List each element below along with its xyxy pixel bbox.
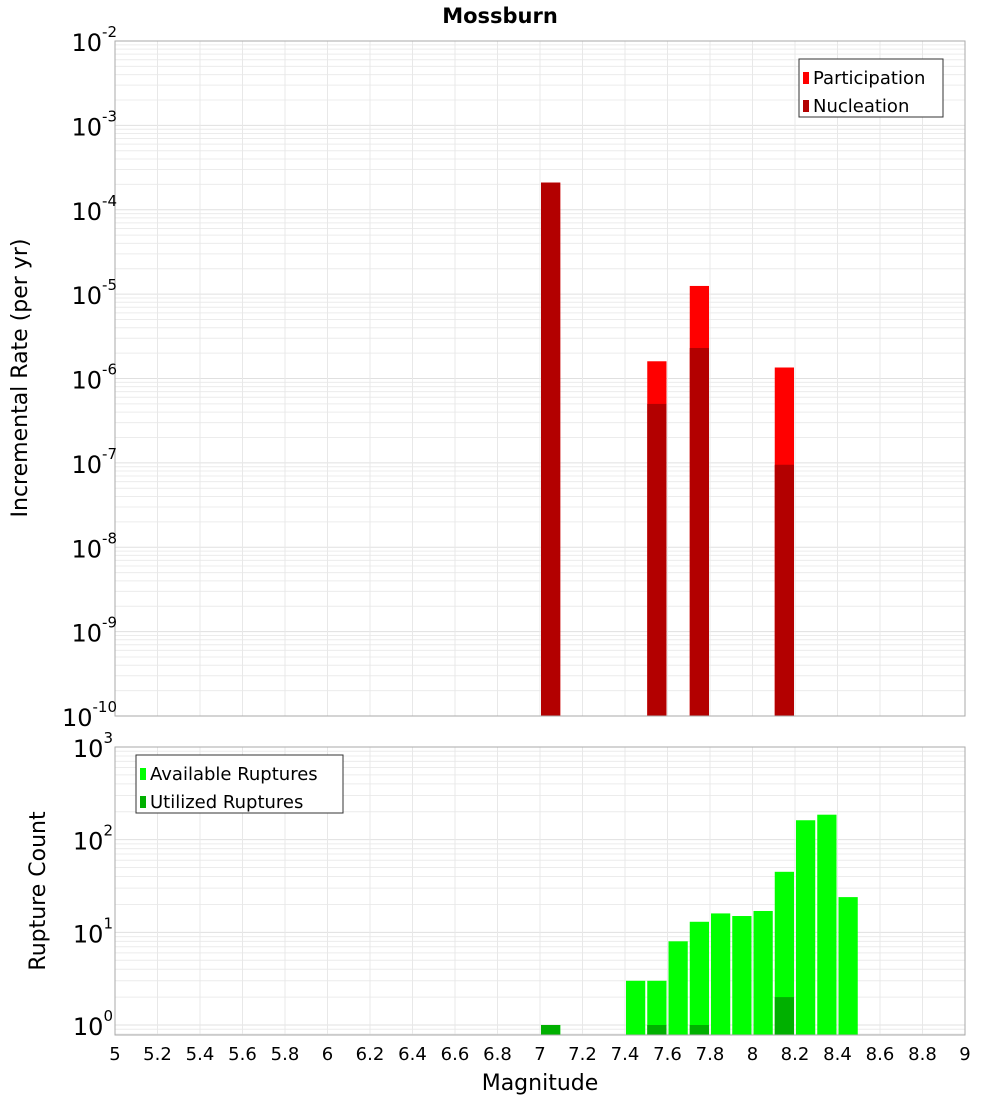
x-tick-label: 6.6 [441,1044,470,1065]
x-tick-label: 5.2 [143,1044,172,1065]
x-tick-label: 7.8 [696,1044,725,1065]
legend-box [135,754,344,814]
x-tick-label: 6.8 [483,1044,512,1065]
x-tick-label: 8.8 [908,1044,937,1065]
top-y-axis-label: Incremental Rate (per yr) [8,239,33,518]
y-tick-label: 10-6 [71,361,117,395]
bar-available-ruptures [817,814,837,1035]
x-axis-label: Magnitude [482,1071,599,1096]
chart-title: Mossburn [442,4,558,28]
y-tick-label: 102 [73,822,113,856]
legend-swatch [803,100,809,112]
y-tick-label: 10-5 [71,276,117,310]
legend-swatch [140,796,146,808]
bottom-y-axis-label: Rupture Count [26,811,51,971]
legend-label: Nucleation [813,96,909,117]
y-tick-label: 10-8 [71,529,117,563]
y-tick-label: 10-9 [71,614,117,648]
bar-available-ruptures [838,897,858,1035]
x-tick-label: 6.2 [356,1044,385,1065]
bar-available-ruptures [774,871,794,1035]
bar-utilized-ruptures [689,1025,709,1035]
bar-available-ruptures [711,913,731,1035]
y-tick-label: 100 [73,1007,113,1041]
x-tick-label: 6.4 [398,1044,427,1065]
bar-utilized-ruptures [541,1025,561,1035]
bar-available-ruptures [689,921,709,1035]
x-tick-label: 5.6 [228,1044,257,1065]
y-tick-label: 10-3 [71,107,117,141]
legend-label: Utilized Ruptures [150,792,303,813]
legend-label: Participation [813,68,925,89]
bar-nucleation [689,347,709,716]
x-tick-label: 7.6 [653,1044,682,1065]
x-tick-label: 8.6 [866,1044,895,1065]
bar-available-ruptures [796,820,816,1035]
x-tick-label: 8.4 [823,1044,852,1065]
bar-nucleation [647,403,667,716]
x-tick-label: 8 [747,1044,758,1065]
legend-label: Available Ruptures [150,764,318,785]
legend-box [798,58,944,118]
bar-utilized-ruptures [774,997,794,1035]
y-tick-label: 103 [73,729,113,763]
legend-swatch [803,72,809,84]
bar-utilized-ruptures [647,1025,667,1035]
x-tick-label: 5 [109,1044,120,1065]
x-tick-label: 5.8 [271,1044,300,1065]
legend: Available Ruptures Utilized Ruptures [135,754,344,814]
y-tick-label: 10-7 [71,445,117,479]
y-tick-label: 10-10 [62,698,117,732]
bar-available-ruptures [753,910,773,1035]
bar-available-ruptures [732,916,752,1035]
x-tick-label: 6 [322,1044,333,1065]
rupture-count-plot: 103 102 101 100 Available Ruptures Utilized R… [73,729,971,1065]
x-tick-label: 9 [959,1044,970,1065]
y-tick-label: 10-4 [71,192,117,226]
x-tick-label: 7 [534,1044,545,1065]
legend: Participation Nucleation [798,58,944,118]
x-tick-label: 8.2 [781,1044,810,1065]
bar-available-ruptures [647,980,667,1035]
bar-available-ruptures [626,980,646,1035]
plot-border [114,746,966,1036]
y-tick-label: 10-2 [71,23,117,57]
legend-swatch [140,768,146,780]
bar-nucleation [774,464,794,716]
x-tick-label: 7.2 [568,1044,597,1065]
bar-nucleation [541,182,561,716]
rate-plot: 10-2 10-3 10-4 10-5 10-6 10-7 10-8 10-9 10-10 Par… [62,23,966,732]
bar-available-ruptures [668,941,688,1035]
plot-border [114,40,966,717]
y-tick-label: 101 [73,914,113,948]
x-tick-label: 7.4 [611,1044,640,1065]
x-tick-label: 5.4 [186,1044,215,1065]
